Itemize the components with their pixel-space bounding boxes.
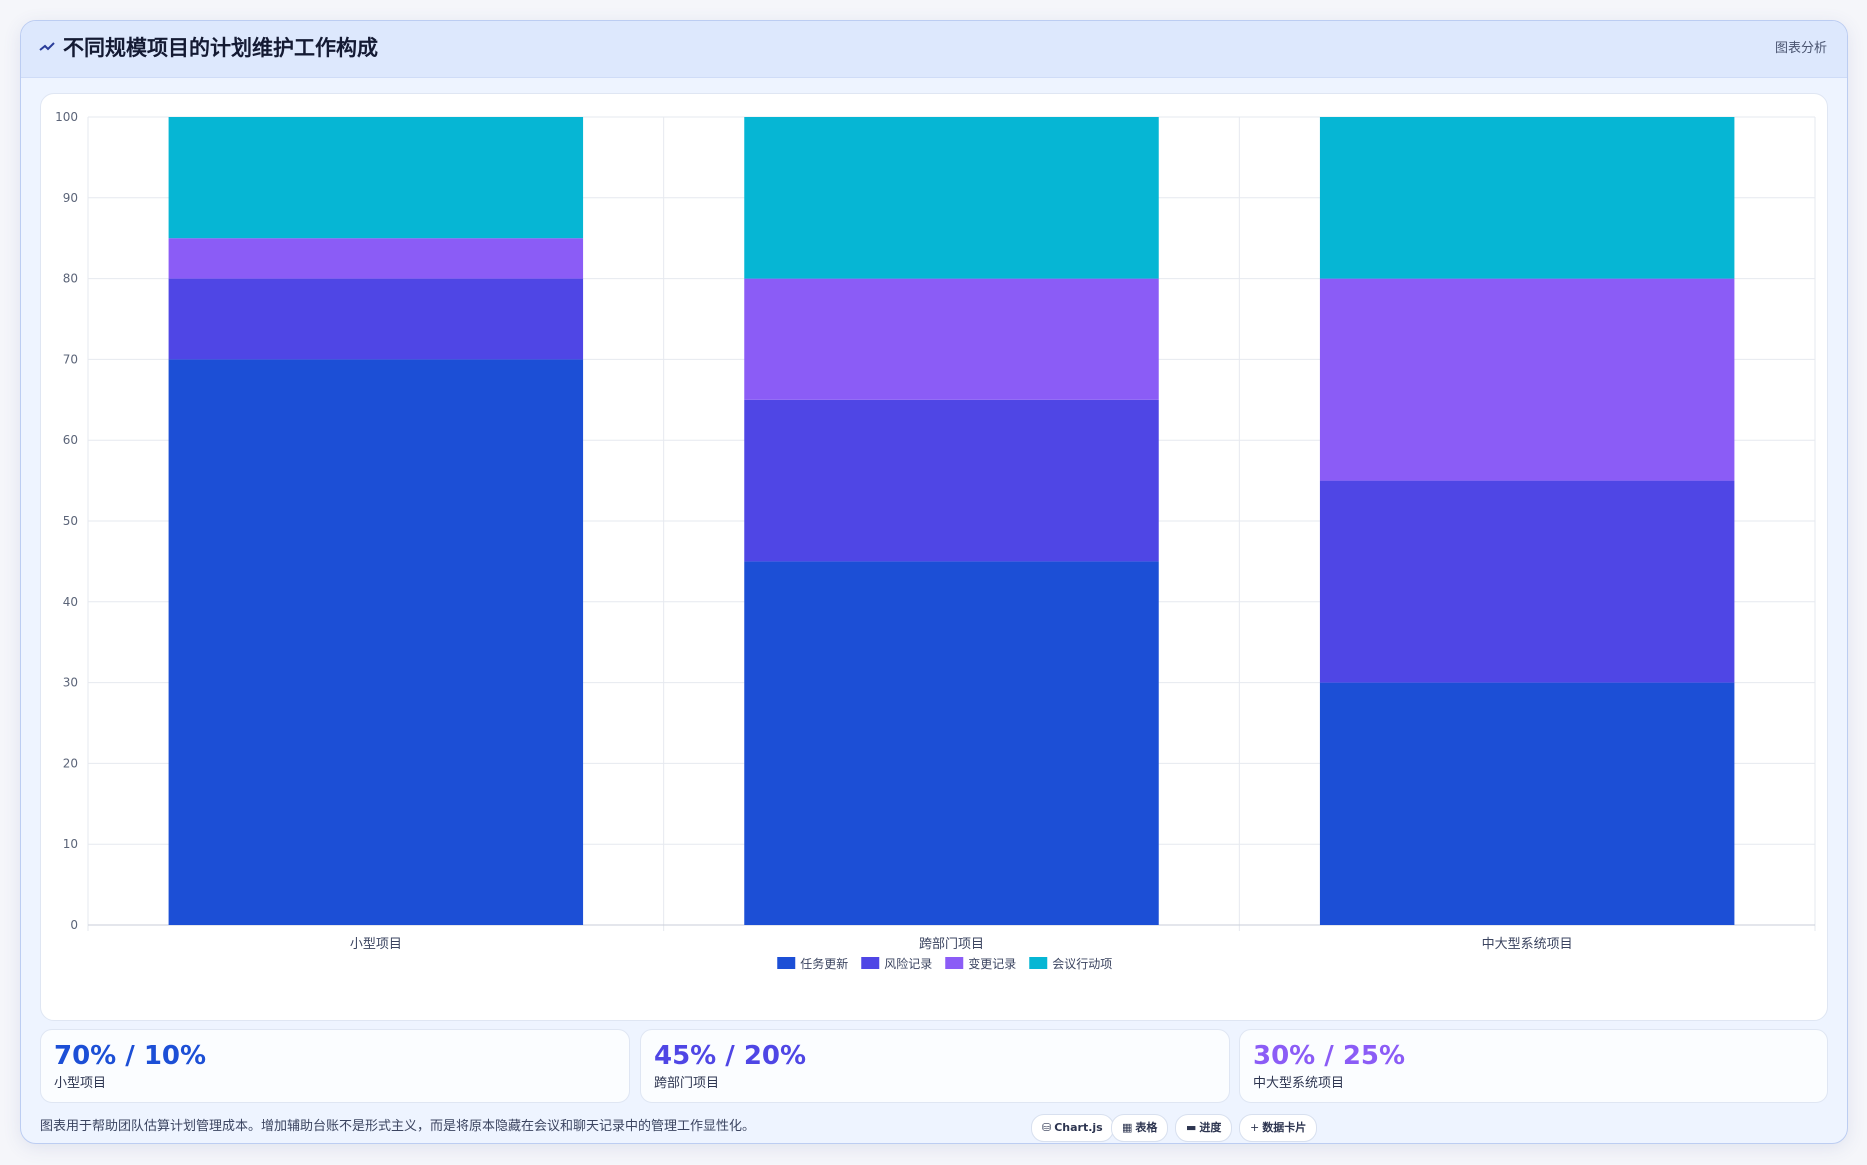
y-tick-label: 90 <box>63 191 78 205</box>
y-tick-label: 0 <box>70 918 78 932</box>
chart-line-icon <box>39 39 55 55</box>
stat-label: 小型项目 <box>54 1076 107 1091</box>
pill-label: 进度 <box>1199 1121 1222 1134</box>
database-icon: ⛁ <box>1042 1121 1052 1134</box>
legend-swatch <box>1029 957 1048 969</box>
table-icon: ▦ <box>1122 1121 1133 1134</box>
legend-label: 变更记录 <box>968 956 1016 971</box>
x-tick-label: 中大型系统项目 <box>1482 937 1573 952</box>
bar-会议行动项-跨部门项目 <box>744 117 1159 279</box>
stat-value: 70% / 10% <box>54 1041 207 1071</box>
bar-会议行动项-中大型系统项目 <box>1319 117 1735 279</box>
y-tick-label: 60 <box>63 433 78 447</box>
bar-会议行动项-小型项目 <box>168 117 584 239</box>
progress-icon: ▬ <box>1186 1121 1197 1134</box>
pill-chartjs[interactable]: ⛁ Chart.js <box>1031 1114 1114 1142</box>
legend-label: 会议行动项 <box>1052 957 1112 971</box>
bar-变更记录-中大型系统项目 <box>1319 278 1735 481</box>
bar-风险记录-跨部门项目 <box>744 399 1159 562</box>
pill-data-card[interactable]: + 数据卡片 <box>1239 1114 1318 1142</box>
y-tick-label: 40 <box>63 595 78 609</box>
bar-任务更新-小型项目 <box>168 359 584 925</box>
stacked-bar-chart: 0 10 20 30 40 50 60 70 80 90 100 小型项目 跨部门项目 中大型系统项目任务… <box>55 110 1816 971</box>
stat-card-large: 30% / 25% 中大型系统项目 <box>1239 1029 1828 1103</box>
bar-风险记录-小型项目 <box>168 278 584 360</box>
chart-analysis-link[interactable]: 图表分析 <box>1774 41 1827 56</box>
plus-icon: + <box>1250 1121 1260 1134</box>
stat-value: 30% / 25% <box>1253 1041 1406 1071</box>
bar-任务更新-跨部门项目 <box>744 561 1159 925</box>
stat-value: 45% / 20% <box>654 1041 807 1071</box>
stat-label: 中大型系统项目 <box>1253 1076 1345 1091</box>
x-tick-label: 小型项目 <box>350 937 402 952</box>
page-title: 不同规模项目的计划维护工作构成 <box>63 36 378 60</box>
y-tick-label: 10 <box>63 837 78 851</box>
pill-progress[interactable]: ▬ 进度 <box>1175 1114 1233 1142</box>
footer-note: 图表用于帮助团队估算计划管理成本。增加辅助台账不是形式主义，而是将原本隐藏在会议… <box>40 1119 756 1134</box>
panel-header: 不同规模项目的计划维护工作构成 图表分析 <box>21 21 1847 78</box>
legend-swatch <box>777 957 796 969</box>
legend-label: 任务更新 <box>800 956 848 971</box>
y-tick-label: 30 <box>63 676 78 690</box>
pill-table[interactable]: ▦ 表格 <box>1111 1114 1169 1142</box>
stat-card-small: 70% / 10% 小型项目 <box>40 1029 630 1103</box>
y-tick-label: 50 <box>63 514 78 528</box>
y-tick-label: 20 <box>63 756 78 770</box>
legend-swatch <box>945 957 964 969</box>
stat-label: 跨部门项目 <box>654 1076 720 1091</box>
bar-风险记录-中大型系统项目 <box>1319 480 1735 683</box>
y-tick-label: 100 <box>55 110 78 124</box>
x-tick-label: 跨部门项目 <box>919 937 984 952</box>
legend-label: 风险记录 <box>884 956 932 971</box>
bar-变更记录-跨部门项目 <box>744 278 1159 400</box>
legend-swatch <box>861 957 880 969</box>
chart-panel: 不同规模项目的计划维护工作构成 图表分析 0 10 20 30 40 50 60 70 80 90… <box>20 20 1848 1144</box>
bar-变更记录-小型项目 <box>168 238 584 279</box>
stat-card-cross-dept: 45% / 20% 跨部门项目 <box>640 1029 1230 1103</box>
y-tick-label: 70 <box>63 352 78 366</box>
pill-label: 数据卡片 <box>1262 1121 1307 1134</box>
y-tick-label: 80 <box>63 272 78 286</box>
chart-card: 0 10 20 30 40 50 60 70 80 90 100 小型项目 跨部门项目 中大型系统项目任务… <box>40 93 1828 1021</box>
pill-label: 表格 <box>1135 1121 1158 1134</box>
bar-任务更新-中大型系统项目 <box>1319 682 1735 925</box>
pill-label: Chart.js <box>1054 1121 1103 1134</box>
